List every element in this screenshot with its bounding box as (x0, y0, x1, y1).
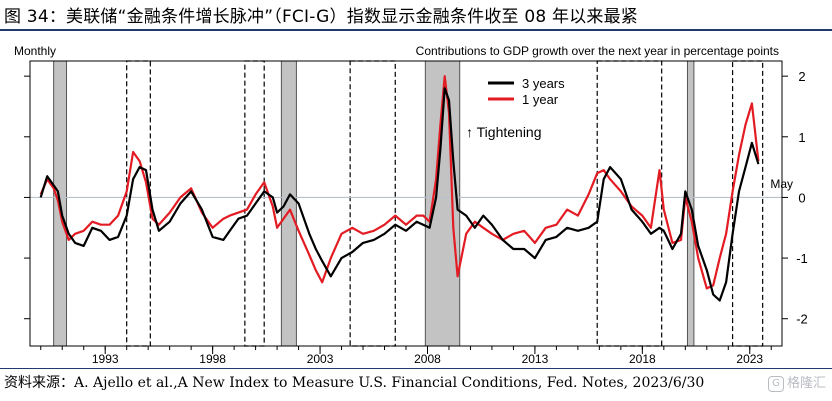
x-tick-label: 1998 (199, 352, 226, 366)
tightening-box (126, 60, 151, 347)
y-tick-label: -1 (796, 251, 808, 266)
x-tick-label: 1993 (92, 352, 119, 366)
watermark-text: 格隆汇 (786, 376, 826, 391)
units-label: Contributions to GDP growth over the nex… (416, 44, 779, 58)
recession-bands (53, 60, 695, 347)
title-rule (0, 29, 832, 31)
x-tick-label: 2008 (414, 352, 441, 366)
x-axis: 1993 1998 2003 2008 2013 2018 2023 (40, 346, 772, 366)
x-tick-label: 2023 (736, 352, 763, 366)
fci-g-chart: -2 -1 0 1 2 1993 1998 2003 2008 2013 2018 2023 Mon… (14, 44, 808, 366)
source-label: 资料来源： (4, 375, 74, 391)
series-line (39, 87, 760, 302)
frequency-label: Monthly (14, 44, 56, 58)
legend-label: 3 years (522, 76, 565, 91)
y-tick-label: 1 (798, 130, 805, 145)
footer-rule (0, 368, 832, 369)
plot-frame (29, 60, 783, 347)
legend-label: 1 year (522, 92, 559, 107)
y-tick-label: 0 (798, 190, 805, 205)
x-tick-label: 2003 (307, 352, 334, 366)
y-axis: -2 -1 0 1 2 (24, 69, 808, 327)
recession-band (280, 60, 297, 347)
x-tick-label: 2018 (629, 352, 656, 366)
end-label: May (770, 177, 793, 191)
y-tick-label: 2 (798, 69, 805, 84)
source-note: 资料来源：A. Ajello et al.,A New Index to Mea… (4, 372, 704, 392)
page-title: 图 34：美联储“金融条件增长脉冲”（FCI-G）指数显示金融条件收至 08 年… (4, 7, 638, 27)
series-lines (39, 75, 760, 302)
series-line (39, 75, 760, 290)
tightening-annotation: ↑ Tightening (466, 124, 542, 140)
source-text: A. Ajello et al.,A New Index to Measure … (74, 375, 705, 391)
watermark: G 格隆汇 (767, 372, 826, 392)
y-tick-label: -2 (796, 312, 808, 327)
x-tick-label: 2013 (522, 352, 549, 366)
tightening-box (349, 60, 396, 347)
watermark-logo-icon: G (767, 375, 784, 392)
